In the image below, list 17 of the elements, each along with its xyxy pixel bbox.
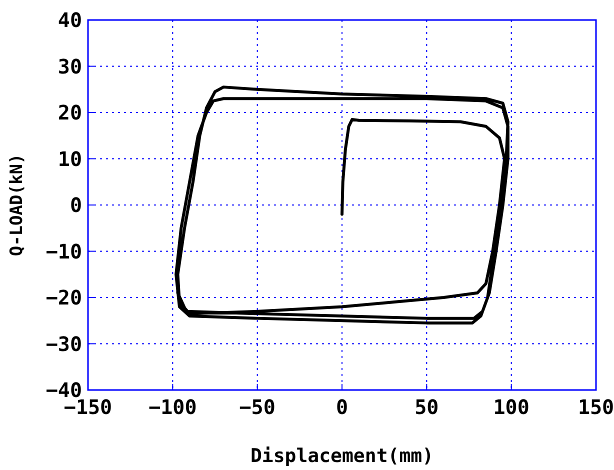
- x-tick-label: −100: [148, 395, 197, 419]
- x-tick-label: 0: [336, 395, 348, 419]
- x-tick-label: 100: [493, 395, 530, 419]
- y-tick-label: −10: [46, 239, 82, 264]
- y-tick-label: −30: [46, 332, 82, 356]
- x-axis-title: Displacement(mm): [250, 445, 434, 467]
- y-axis-title: Q-LOAD(kN): [7, 154, 27, 256]
- line-series: [174, 86, 510, 324]
- x-tick-label: 150: [578, 395, 614, 419]
- y-tick-label: 30: [58, 54, 82, 78]
- y-tick-label: −20: [46, 286, 82, 310]
- y-tick-label: 10: [58, 146, 82, 171]
- y-tick-label: 20: [58, 100, 82, 124]
- x-tick-label: 50: [414, 395, 439, 419]
- y-tick-label: 0: [70, 193, 82, 217]
- x-tick-label: −50: [239, 395, 276, 419]
- y-tick-label: 40: [58, 8, 82, 32]
